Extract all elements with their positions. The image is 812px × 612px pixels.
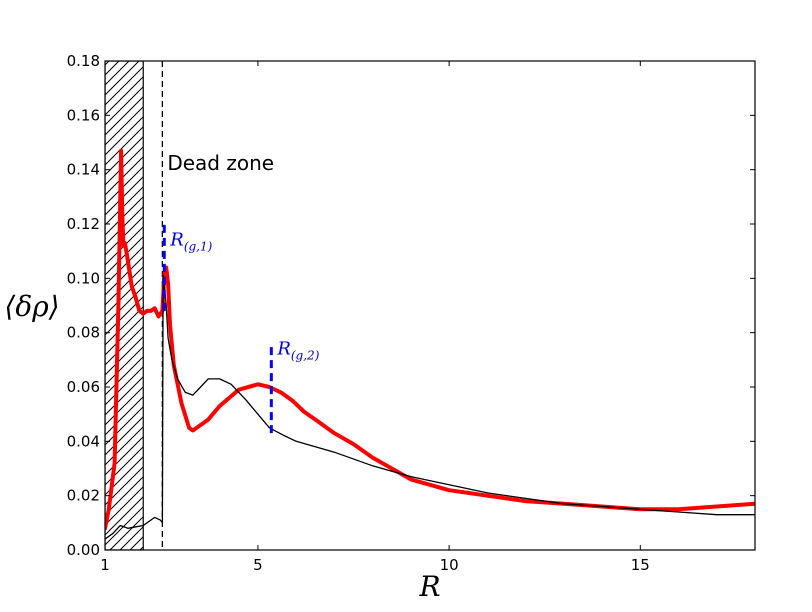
y-tick-label: 0.06 — [67, 378, 100, 396]
y-tick-label: 0.16 — [67, 106, 100, 124]
axis-labels: R ⟨δρ⟩ Dead zone R(g,1) R(g,2) — [4, 151, 440, 603]
plot-area — [105, 61, 755, 550]
y-tick-label: 0.08 — [67, 324, 100, 342]
r-g2-subscript: (g,2) — [291, 348, 320, 362]
y-tick-label: 0.02 — [67, 487, 100, 505]
axis-ticks: 1 5 10 150.000.020.040.060.080.100.120.140.… — [67, 52, 755, 574]
y-tick-label: 0.12 — [67, 215, 100, 233]
black-series-line — [105, 274, 755, 540]
r-g1-subscript: (g,1) — [184, 240, 213, 254]
dead-zone-annotation: Dead zone — [167, 151, 274, 175]
r-g2-annotation: R(g,2) — [276, 338, 319, 362]
y-tick-label: 0.18 — [67, 52, 100, 70]
r-g2-symbol: R — [276, 338, 291, 359]
y-tick-label: 0.00 — [67, 541, 100, 559]
y-tick-label: 0.04 — [67, 432, 100, 450]
axes-frame — [104, 60, 756, 551]
y-tick-label: 0.14 — [67, 161, 100, 179]
red-series-line — [105, 148, 755, 531]
x-tick-label: 5 — [253, 556, 263, 574]
y-tick-label: 0.10 — [67, 269, 100, 287]
x-tick-label: 1 — [100, 556, 110, 574]
y-axis-label: ⟨δρ⟩ — [4, 290, 59, 323]
x-axis-label: R — [418, 570, 440, 603]
r-g1-symbol: R — [169, 230, 184, 251]
r-g1-annotation: R(g,1) — [169, 230, 212, 254]
x-tick-label: 15 — [631, 556, 650, 574]
x-tick-label: 10 — [440, 556, 459, 574]
